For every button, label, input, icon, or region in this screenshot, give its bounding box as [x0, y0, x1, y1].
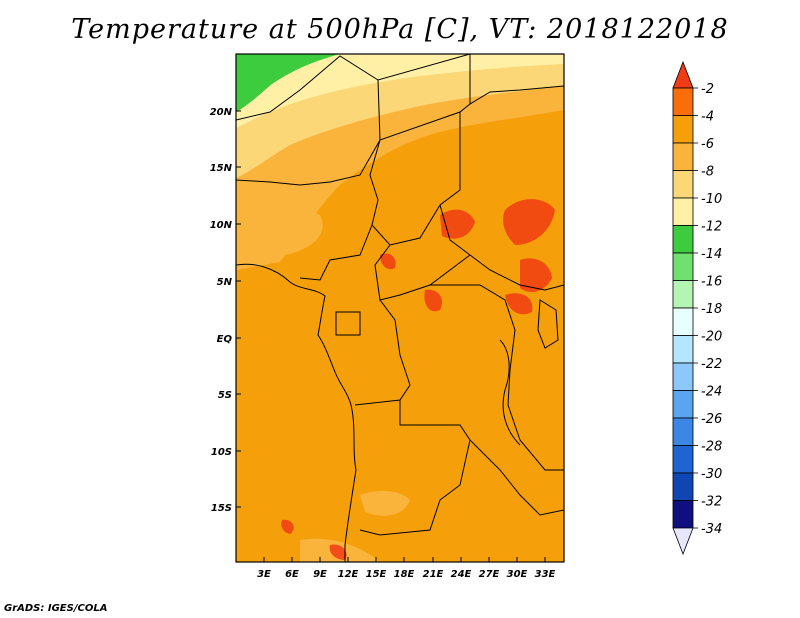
- lat-label: 15N: [210, 163, 233, 174]
- legend-swatch: [672, 197, 694, 226]
- lat-label: EQ: [217, 334, 233, 345]
- legend-label: -16: [701, 275, 722, 290]
- legend-label: -6: [701, 137, 714, 152]
- band-minus-8-west: [250, 204, 323, 255]
- band-minus-4-d: [424, 289, 443, 312]
- latitude-ticks: [236, 110, 241, 508]
- legend-swatch: [672, 170, 694, 199]
- legend-label: -8: [701, 165, 714, 180]
- color-legend: -2 -4 -6 -8 -10 -12 -14 -16 -18 -20 -22 -24 -26 -28 -3…: [672, 60, 722, 556]
- legend-arrow-top: [672, 60, 694, 89]
- lon-label: 9E: [313, 569, 327, 580]
- legend-swatch: [672, 445, 694, 474]
- band-minus-4-e: [505, 293, 533, 315]
- lat-label: 10N: [210, 220, 233, 231]
- band-minus-4-b: [503, 199, 555, 245]
- latitude-axis: 20N 15N 10N 5N EQ 5S 10S 15S: [210, 107, 233, 514]
- band-minus-4-g: [281, 519, 294, 534]
- legend-swatch: [672, 362, 694, 391]
- chart-title: Temperature at 500hPa [C], VT: 201812201…: [71, 14, 729, 45]
- legend-label: -4: [701, 110, 714, 125]
- longitude-axis: 3E 6E 9E 12E 15E 18E 21E 24E 27E 30E 33E: [257, 569, 555, 580]
- legend-swatch: [672, 115, 694, 144]
- band-minus-4-f: [380, 253, 396, 270]
- lon-label: 3E: [257, 569, 271, 580]
- band-minus-12: [236, 54, 564, 128]
- lat-label: 15S: [211, 503, 232, 514]
- legend-swatch: [672, 390, 694, 419]
- legend-label: -2: [701, 82, 714, 97]
- temperature-field: [236, 54, 564, 562]
- lon-label: 33E: [535, 569, 556, 580]
- lon-label: 12E: [338, 569, 359, 580]
- lat-label: 20N: [210, 107, 233, 118]
- lat-label: 5N: [217, 277, 233, 288]
- legend-swatch: [672, 500, 694, 529]
- legend-swatch: [672, 87, 694, 116]
- band-minus-14: [236, 54, 340, 112]
- lon-label: 18E: [394, 569, 415, 580]
- legend-swatch: [672, 417, 694, 446]
- longitude-ticks: [263, 557, 546, 562]
- legend-label: -30: [701, 467, 722, 482]
- band-minus-8-south: [360, 490, 410, 516]
- legend-label: -24: [701, 385, 722, 400]
- legend-swatch: [672, 280, 694, 309]
- band-minus-4-a: [440, 209, 475, 239]
- legend-arrow-bottom: [672, 527, 694, 556]
- legend-label: -26: [701, 412, 722, 427]
- credit-label: GrADS: IGES/COLA: [4, 603, 108, 614]
- lat-label: 10S: [211, 447, 232, 458]
- legend-label: -28: [701, 440, 722, 455]
- legend-label: -20: [701, 330, 722, 345]
- legend-label: -12: [701, 220, 722, 235]
- band-minus-4-c: [520, 258, 552, 293]
- legend-swatch: [672, 252, 694, 281]
- legend-swatch: [672, 472, 694, 501]
- legend-swatch: [672, 335, 694, 364]
- legend-label: -22: [701, 357, 722, 372]
- legend-label: -10: [701, 192, 722, 207]
- legend-swatch: [672, 225, 694, 254]
- lon-label: 30E: [507, 569, 528, 580]
- lon-label: 6E: [285, 569, 299, 580]
- band-minus-4-h: [329, 544, 347, 560]
- lon-label: 27E: [479, 569, 500, 580]
- legend-label: -34: [701, 522, 722, 537]
- country-borders: [236, 54, 564, 562]
- map-frame: [235, 53, 565, 563]
- legend-swatch: [672, 142, 694, 171]
- lon-label: 21E: [423, 569, 444, 580]
- legend-swatch: [672, 307, 694, 336]
- lon-label: 15E: [366, 569, 387, 580]
- lon-label: 24E: [451, 569, 472, 580]
- lat-label: 5S: [218, 390, 232, 401]
- legend-label: -18: [701, 302, 722, 317]
- legend-label: -32: [701, 495, 722, 510]
- legend-label: -14: [701, 247, 722, 262]
